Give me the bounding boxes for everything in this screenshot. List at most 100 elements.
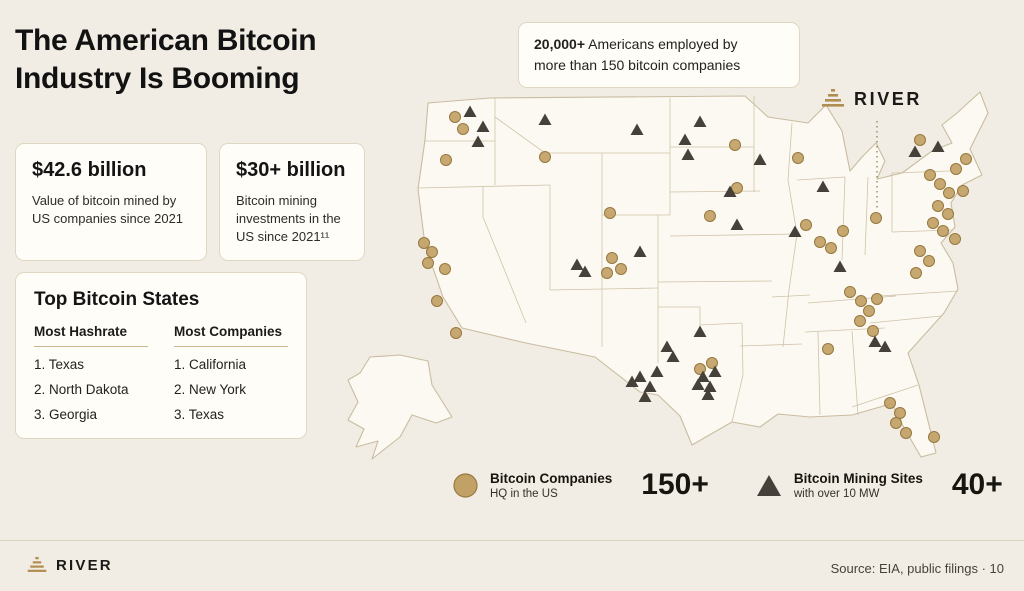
mining-site-marker xyxy=(570,258,584,270)
company-hq-marker xyxy=(927,217,939,229)
legend-text: Bitcoin Mining Sites with over 10 MW xyxy=(794,471,923,500)
company-hq-marker xyxy=(731,182,743,194)
mining-site-marker xyxy=(703,380,717,392)
employment-callout: 20,000+ Americans employed by more than … xyxy=(518,22,800,88)
mining-site-marker xyxy=(625,375,639,387)
legend-label: Bitcoin Mining Sites xyxy=(793,470,923,486)
mining-site-marker xyxy=(908,145,922,157)
mining-site-marker xyxy=(931,140,945,152)
companies-count: 150+ xyxy=(641,468,709,501)
mining-site-marker xyxy=(696,370,710,382)
stat-card-mining-investment: $30+ billion Bitcoin mining investments … xyxy=(219,143,365,261)
company-hq-marker xyxy=(855,295,867,307)
callout-line-1: 20,000+ Americans employed by xyxy=(534,34,784,55)
callout-text-2: more than 150 bitcoin companies xyxy=(534,57,741,73)
company-hq-marker xyxy=(932,200,944,212)
company-hq-marker xyxy=(870,212,882,224)
stat-description: Value of bitcoin mined by US companies s… xyxy=(32,193,184,227)
river-logo-mark-icon xyxy=(822,89,844,107)
company-hq-marker xyxy=(814,236,826,248)
company-hq-marker xyxy=(950,163,962,175)
companies-rank-2: 2. New York xyxy=(174,382,247,397)
mining-site-marker xyxy=(691,378,705,390)
company-hq-marker xyxy=(729,139,741,151)
mining-site-marker xyxy=(666,350,680,362)
top-bitcoin-states-card: Top Bitcoin States Most Hashrate 1. Texa… xyxy=(15,272,307,439)
hashrate-rank-1: 1. Texas xyxy=(34,357,85,372)
river-logo-mark-icon xyxy=(27,557,47,572)
page-title: The American Bitcoin Industry Is Booming xyxy=(15,22,317,98)
company-hq-marker xyxy=(457,123,469,135)
river-brand-name: RIVER xyxy=(854,88,923,109)
river-logo-footer: RIVER xyxy=(26,556,113,575)
company-hq-marker xyxy=(943,187,955,199)
company-hq-marker xyxy=(825,242,837,254)
mining-site-marker xyxy=(723,185,737,197)
callout-text-1: Americans employed by xyxy=(588,36,738,52)
mining-site-marker xyxy=(678,133,692,145)
mining-site-marker xyxy=(788,225,802,237)
mining-site-marker xyxy=(753,153,767,165)
mining-site-marker xyxy=(878,340,892,352)
companies-rank-3: 3. Texas xyxy=(174,407,225,422)
company-hq-marker xyxy=(867,325,879,337)
legend-text: Bitcoin Companies HQ in the US xyxy=(490,471,612,500)
company-hq-marker xyxy=(606,252,618,264)
company-hq-marker xyxy=(704,210,716,222)
mining-site-marker xyxy=(650,365,664,377)
mining-site-marker xyxy=(643,380,657,392)
mining-site-marker xyxy=(693,325,707,337)
us-map-svg xyxy=(347,91,989,460)
company-hq-marker xyxy=(837,225,849,237)
mining-site-marker xyxy=(471,135,485,147)
company-hq-marker xyxy=(426,246,438,258)
mining-site-marker xyxy=(538,113,552,125)
company-hq-marker xyxy=(431,295,443,307)
company-hq-marker xyxy=(949,233,961,245)
company-hq-marker xyxy=(439,263,451,275)
companies-rank-1: 1. California xyxy=(174,357,247,372)
company-hq-marker xyxy=(449,111,461,123)
company-hq-marker xyxy=(960,153,972,165)
company-hq-marker xyxy=(923,255,935,267)
company-hq-marker xyxy=(884,397,896,409)
mining-sites-count: 40+ xyxy=(951,468,1003,501)
hashrate-rank-3: 3. Georgia xyxy=(34,407,98,422)
legend-item-companies: Bitcoin Companies HQ in the US 150+ xyxy=(452,468,709,502)
company-hq-marker xyxy=(601,267,613,279)
stat-value: $30+ billion xyxy=(236,159,346,181)
column-header: Most Companies xyxy=(174,324,288,347)
map-legend: Bitcoin Companies HQ in the US 150+ Bitc… xyxy=(452,468,1003,502)
river-brand-name: RIVER xyxy=(56,557,113,574)
mining-site-marker xyxy=(476,120,490,132)
mining-site-marker xyxy=(633,245,647,257)
mining-site-marker xyxy=(681,148,695,160)
company-hq-marker xyxy=(863,305,875,317)
footer-divider xyxy=(0,540,1024,541)
column-most-companies: Most Companies 1. California 2. New York… xyxy=(174,324,288,432)
top-states-title: Top Bitcoin States xyxy=(34,289,200,310)
company-hq-marker xyxy=(894,407,906,419)
alaska-outline xyxy=(347,354,453,460)
company-hq-marker xyxy=(706,357,718,369)
mining-site-marker xyxy=(701,388,715,400)
top-states-columns: Most Hashrate 1. Texas 2. North Dakota 3… xyxy=(34,324,288,432)
column-most-hashrate: Most Hashrate 1. Texas 2. North Dakota 3… xyxy=(34,324,148,432)
hashrate-rank-2: 2. North Dakota xyxy=(34,382,129,397)
mining-triangle-icon xyxy=(756,474,781,496)
mining-site-marker xyxy=(868,335,882,347)
page-title-line2: Industry Is Booming xyxy=(15,62,300,96)
mining-site-marker xyxy=(578,265,592,277)
stat-card-mined-value: $42.6 billion Value of bitcoin mined by … xyxy=(15,143,207,261)
mining-site-marker xyxy=(630,123,644,135)
page-title-line1: The American Bitcoin xyxy=(15,24,317,57)
mining-site-marker xyxy=(638,390,652,402)
mining-site-marker xyxy=(833,260,847,272)
company-hq-marker xyxy=(928,431,940,443)
mining-site-marker xyxy=(708,365,722,377)
stat-value: $42.6 billion xyxy=(32,159,147,181)
mining-site-marker xyxy=(730,218,744,230)
company-hq-marker xyxy=(418,237,430,249)
company-hq-marker xyxy=(871,293,883,305)
